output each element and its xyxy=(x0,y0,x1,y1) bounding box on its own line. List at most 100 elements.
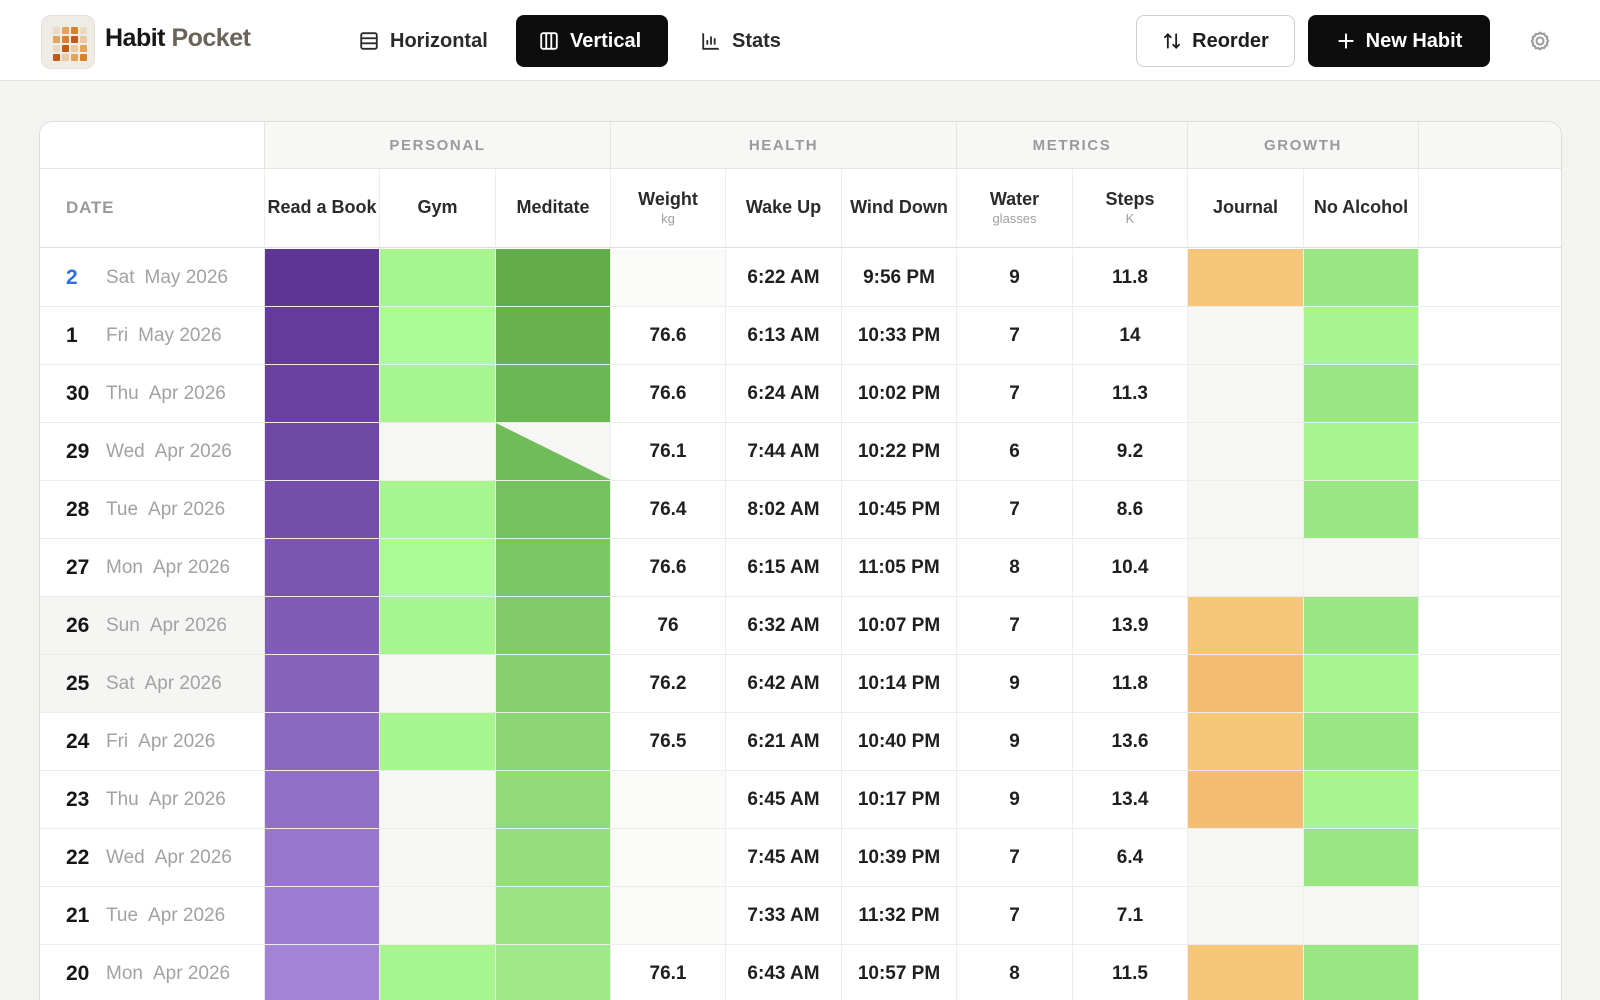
column-header-read[interactable]: Read a Book xyxy=(265,169,380,248)
meditate-cell[interactable] xyxy=(496,365,611,422)
column-header-journal[interactable]: Journal xyxy=(1188,169,1304,248)
noalcohol-cell[interactable] xyxy=(1304,945,1419,1000)
wind-cell[interactable]: 10:33 PM xyxy=(842,307,957,364)
column-header-wind[interactable]: Wind Down xyxy=(842,169,957,248)
steps-cell[interactable]: 11.8 xyxy=(1073,249,1188,306)
weight-cell[interactable] xyxy=(611,829,726,886)
noalcohol-cell[interactable] xyxy=(1304,771,1419,828)
meditate-cell[interactable] xyxy=(496,307,611,364)
journal-cell[interactable] xyxy=(1188,713,1304,770)
wind-cell[interactable]: 10:17 PM xyxy=(842,771,957,828)
new-habit-button[interactable]: New Habit xyxy=(1308,15,1490,67)
steps-cell[interactable]: 8.6 xyxy=(1073,481,1188,538)
wind-cell[interactable]: 11:32 PM xyxy=(842,887,957,944)
wind-cell[interactable]: 10:14 PM xyxy=(842,655,957,712)
water-cell[interactable]: 6 xyxy=(957,423,1073,480)
gym-cell[interactable] xyxy=(380,307,496,364)
view-vertical-button[interactable]: Vertical xyxy=(516,15,668,67)
read-cell[interactable] xyxy=(265,481,380,538)
steps-cell[interactable]: 13.6 xyxy=(1073,713,1188,770)
gym-cell[interactable] xyxy=(380,597,496,654)
journal-cell[interactable] xyxy=(1188,771,1304,828)
wake-cell[interactable]: 6:45 AM xyxy=(726,771,842,828)
wind-cell[interactable]: 10:57 PM xyxy=(842,945,957,1000)
water-cell[interactable]: 8 xyxy=(957,539,1073,596)
water-cell[interactable]: 9 xyxy=(957,713,1073,770)
gym-cell[interactable] xyxy=(380,713,496,770)
meditate-cell[interactable] xyxy=(496,945,611,1000)
water-cell[interactable]: 7 xyxy=(957,307,1073,364)
wind-cell[interactable]: 10:39 PM xyxy=(842,829,957,886)
journal-cell[interactable] xyxy=(1188,887,1304,944)
read-cell[interactable] xyxy=(265,365,380,422)
weight-cell[interactable]: 76 xyxy=(611,597,726,654)
read-cell[interactable] xyxy=(265,249,380,306)
weight-cell[interactable]: 76.1 xyxy=(611,945,726,1000)
gym-cell[interactable] xyxy=(380,655,496,712)
journal-cell[interactable] xyxy=(1188,307,1304,364)
meditate-cell[interactable] xyxy=(496,481,611,538)
wind-cell[interactable]: 11:05 PM xyxy=(842,539,957,596)
wake-cell[interactable]: 6:43 AM xyxy=(726,945,842,1000)
gear-icon[interactable] xyxy=(1526,27,1554,55)
noalcohol-cell[interactable] xyxy=(1304,829,1419,886)
steps-cell[interactable]: 11.8 xyxy=(1073,655,1188,712)
wind-cell[interactable]: 10:07 PM xyxy=(842,597,957,654)
journal-cell[interactable] xyxy=(1188,539,1304,596)
gym-cell[interactable] xyxy=(380,887,496,944)
journal-cell[interactable] xyxy=(1188,655,1304,712)
steps-cell[interactable]: 13.4 xyxy=(1073,771,1188,828)
meditate-cell[interactable] xyxy=(496,655,611,712)
wake-cell[interactable]: 6:15 AM xyxy=(726,539,842,596)
steps-cell[interactable]: 7.1 xyxy=(1073,887,1188,944)
gym-cell[interactable] xyxy=(380,423,496,480)
read-cell[interactable] xyxy=(265,539,380,596)
column-header-water[interactable]: Water glasses xyxy=(957,169,1073,248)
view-horizontal-button[interactable]: Horizontal xyxy=(336,15,510,67)
steps-cell[interactable]: 9.2 xyxy=(1073,423,1188,480)
journal-cell[interactable] xyxy=(1188,945,1304,1000)
wake-cell[interactable]: 8:02 AM xyxy=(726,481,842,538)
app-logo[interactable] xyxy=(41,15,95,69)
noalcohol-cell[interactable] xyxy=(1304,713,1419,770)
weight-cell[interactable]: 76.4 xyxy=(611,481,726,538)
noalcohol-cell[interactable] xyxy=(1304,597,1419,654)
meditate-cell[interactable] xyxy=(496,539,611,596)
water-cell[interactable]: 9 xyxy=(957,249,1073,306)
meditate-cell[interactable] xyxy=(496,423,611,480)
journal-cell[interactable] xyxy=(1188,249,1304,306)
gym-cell[interactable] xyxy=(380,249,496,306)
gym-cell[interactable] xyxy=(380,771,496,828)
wind-cell[interactable]: 10:45 PM xyxy=(842,481,957,538)
column-header-noalcohol[interactable]: No Alcohol xyxy=(1304,169,1419,248)
gym-cell[interactable] xyxy=(380,539,496,596)
noalcohol-cell[interactable] xyxy=(1304,655,1419,712)
noalcohol-cell[interactable] xyxy=(1304,249,1419,306)
water-cell[interactable]: 8 xyxy=(957,945,1073,1000)
steps-cell[interactable]: 13.9 xyxy=(1073,597,1188,654)
column-header-gym[interactable]: Gym xyxy=(380,169,496,248)
noalcohol-cell[interactable] xyxy=(1304,887,1419,944)
reorder-button[interactable]: Reorder xyxy=(1136,15,1295,67)
noalcohol-cell[interactable] xyxy=(1304,539,1419,596)
steps-cell[interactable]: 14 xyxy=(1073,307,1188,364)
wake-cell[interactable]: 7:45 AM xyxy=(726,829,842,886)
water-cell[interactable]: 7 xyxy=(957,829,1073,886)
read-cell[interactable] xyxy=(265,887,380,944)
read-cell[interactable] xyxy=(265,713,380,770)
water-cell[interactable]: 7 xyxy=(957,481,1073,538)
read-cell[interactable] xyxy=(265,307,380,364)
wake-cell[interactable]: 7:44 AM xyxy=(726,423,842,480)
meditate-cell[interactable] xyxy=(496,597,611,654)
journal-cell[interactable] xyxy=(1188,481,1304,538)
wake-cell[interactable]: 6:32 AM xyxy=(726,597,842,654)
water-cell[interactable]: 9 xyxy=(957,771,1073,828)
wake-cell[interactable]: 6:24 AM xyxy=(726,365,842,422)
wake-cell[interactable]: 6:13 AM xyxy=(726,307,842,364)
noalcohol-cell[interactable] xyxy=(1304,423,1419,480)
water-cell[interactable]: 7 xyxy=(957,887,1073,944)
weight-cell[interactable]: 76.2 xyxy=(611,655,726,712)
wind-cell[interactable]: 10:40 PM xyxy=(842,713,957,770)
noalcohol-cell[interactable] xyxy=(1304,481,1419,538)
wake-cell[interactable]: 6:21 AM xyxy=(726,713,842,770)
